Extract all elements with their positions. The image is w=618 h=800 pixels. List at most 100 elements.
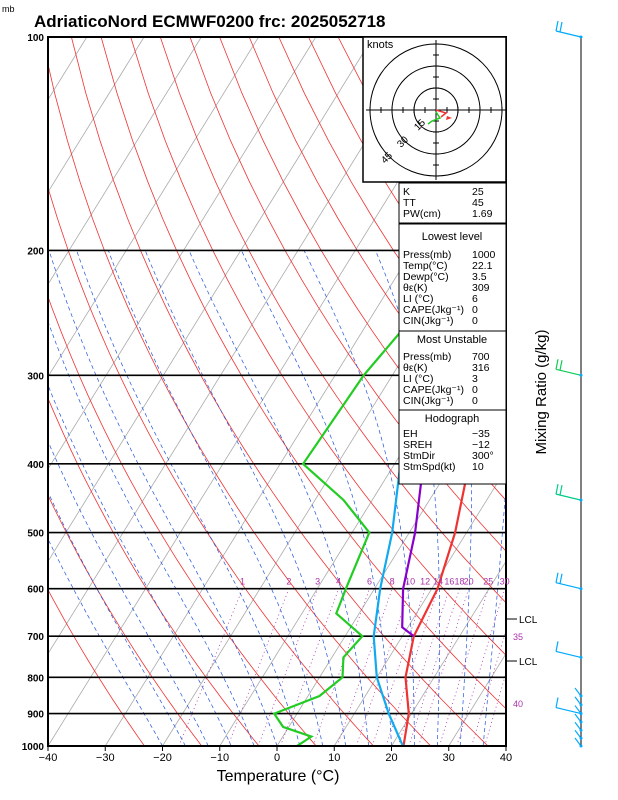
wind-barb-dot [579, 35, 583, 39]
wind-barb-dot [579, 736, 583, 740]
table-label: Temp(°C) [403, 260, 447, 272]
mixing-ratio-label: 14 [433, 577, 443, 587]
x-tick-label: 30 [443, 752, 455, 764]
mixing-ratio-label: 16 [444, 577, 454, 587]
wind-barb-dot [579, 498, 583, 502]
table-label: SREH [403, 439, 432, 451]
wind-barb-staff [574, 705, 582, 714]
wind-barb-flag [555, 641, 559, 652]
moist-adiabat [48, 384, 232, 746]
wind-barb-dot [579, 728, 583, 732]
table-label: CIN(Jkg⁻¹) [403, 315, 453, 327]
moist-adiabat [144, 250, 347, 746]
table-value: 700 [472, 351, 490, 363]
wind-barb-dot [579, 373, 583, 377]
table-value: 1000 [472, 249, 496, 261]
mixing-ratio-line [178, 588, 243, 746]
mixing-ratio-label: 2 [286, 577, 291, 587]
x-tick-label: −30 [96, 752, 115, 764]
table-label: CAPE(Jkg⁻¹) [403, 384, 464, 396]
pressure-unit-label: mb [2, 4, 15, 14]
dry-adiabat [189, 37, 506, 552]
wind-barb-flag [559, 360, 563, 371]
wind-barb-staff [555, 706, 582, 715]
mixing-ratio-label: 4 [336, 577, 341, 587]
table-value: 300° [472, 450, 494, 462]
table-value: 1.69 [472, 208, 493, 220]
wind-barb-flag [559, 485, 563, 496]
moist-adiabat [303, 250, 415, 746]
wind-barb-flag [555, 572, 559, 583]
y-axis-right-label: Mixing Ratio (g/kg) [533, 329, 550, 454]
mixing-ratio-label: 1 [240, 577, 245, 587]
profile-dewpoint [272, 203, 506, 746]
mixing-ratio-label: 6 [367, 577, 372, 587]
isotherm-line [48, 37, 145, 193]
storm-motion-marker [446, 116, 452, 120]
mixing-ratio-line [397, 588, 450, 746]
table-label: CAPE(Jkg⁻¹) [403, 304, 464, 316]
isotherm-line [333, 468, 506, 746]
y-tick-label: 300 [27, 371, 44, 382]
isotherm-line [48, 37, 431, 655]
isotherm-line [48, 37, 374, 563]
table-label: LI (°C) [403, 373, 433, 385]
isotherm-line [391, 560, 506, 746]
dry-adiabat [130, 37, 506, 656]
wind-barb-flag [559, 573, 563, 584]
mixing-ratio-label: 12 [420, 577, 430, 587]
x-tick-label: 10 [328, 752, 340, 764]
mixing-ratio-line [312, 588, 370, 746]
dry-adiabat [48, 494, 203, 746]
x-tick-label: −10 [210, 752, 229, 764]
x-tick-label: 40 [500, 752, 512, 764]
most-unstable-header: Most Unstable [417, 334, 487, 346]
y-tick-label: 400 [27, 460, 44, 471]
dry-adiabat [159, 37, 506, 604]
isotherm-line [48, 37, 259, 378]
dry-adiabat [48, 588, 145, 746]
wind-barb-dot [579, 655, 583, 659]
y-tick-label: 800 [27, 673, 44, 684]
wind-barb-dot [579, 720, 583, 724]
isotherm-line [48, 37, 317, 470]
mixing-ratio-label: 35 [513, 632, 523, 642]
table-label: θε(K) [403, 362, 428, 374]
table-value: 316 [472, 362, 490, 374]
hodograph-trace-high [435, 109, 448, 118]
indices-panel: K 25 TT 45 PW(cm) 1.69 Lowest level Press(mb)… [398, 182, 507, 485]
wind-barb-staff [574, 721, 582, 731]
mixing-ratio-line [408, 588, 460, 746]
table-value: 10 [472, 461, 484, 473]
table-value: 3.5 [472, 271, 487, 283]
dry-adiabat [219, 37, 506, 501]
table-value: 22.1 [472, 260, 493, 272]
wind-barb-flag [559, 21, 563, 33]
table-label: θε(K) [403, 282, 428, 294]
mixing-ratio-label: 25 [483, 577, 493, 587]
table-label: StmSpd(kt) [403, 461, 456, 473]
x-tick-label: −40 [39, 752, 58, 764]
dry-adiabat [48, 397, 260, 746]
mixing-ratio-line [257, 588, 318, 746]
dry-adiabat [48, 186, 374, 746]
wind-barb-flag [555, 359, 559, 370]
table-label: K [403, 186, 410, 198]
wind-barb-dot [579, 703, 583, 707]
table-label: TT [403, 197, 416, 209]
wind-barb-dot [579, 694, 583, 698]
profile-temperature [402, 312, 506, 746]
table-value: 45 [472, 197, 484, 209]
hodograph: knots 15 30 45 [362, 36, 507, 183]
moist-adiabat [48, 250, 278, 746]
table-label: EH [403, 428, 418, 440]
wind-barb-staff [574, 737, 582, 747]
table-value: 0 [472, 384, 478, 396]
mixing-ratio-line [227, 588, 290, 746]
wind-barbs [555, 20, 583, 748]
wind-barb-dot [579, 712, 583, 716]
y-tick-label: 600 [27, 585, 44, 596]
table-label: Dewp(°C) [403, 271, 449, 283]
table-label: StmDir [403, 450, 436, 462]
